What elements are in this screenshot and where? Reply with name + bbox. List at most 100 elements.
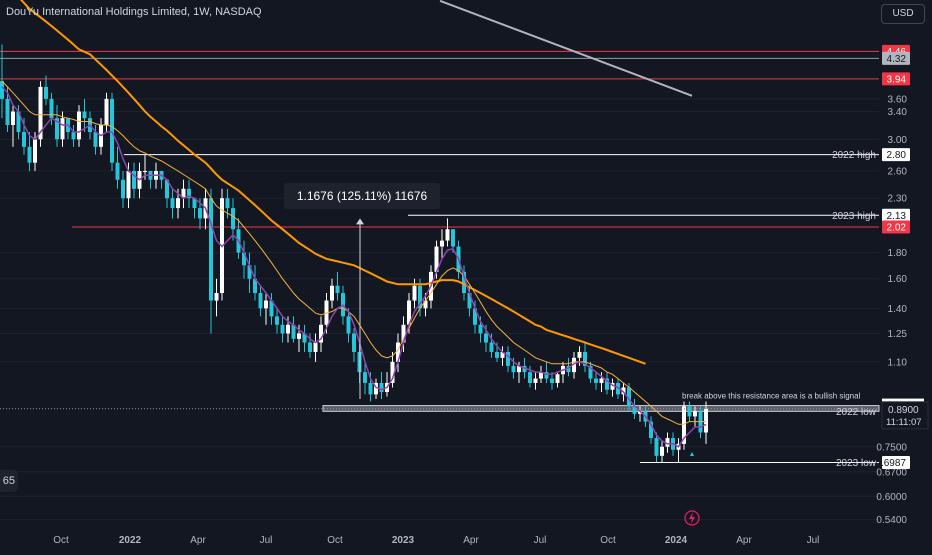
- level-label: 2022 low: [836, 407, 877, 418]
- candle-body: [489, 342, 494, 352]
- candle-body: [49, 98, 54, 119]
- y-tick-label: 2.30: [888, 194, 908, 205]
- resistance-annotation: break above this resistance area is a bu…: [682, 392, 861, 401]
- y-tick-label: 2.60: [888, 167, 908, 178]
- candle-body: [467, 293, 472, 309]
- price-tag-label: 0.6987: [875, 458, 906, 469]
- x-tick-label: 2022: [119, 535, 142, 546]
- price-tag-label: 2.80: [887, 150, 907, 161]
- candle-body: [539, 372, 543, 379]
- indicator-arrow-icon: [690, 452, 694, 456]
- candle-body: [93, 132, 98, 147]
- lightning-icon[interactable]: [684, 510, 700, 526]
- candle-body: [280, 324, 285, 334]
- candle-body: [269, 300, 274, 317]
- candle-body: [517, 365, 521, 373]
- currency-button[interactable]: USD: [881, 4, 925, 24]
- candle-body: [176, 198, 180, 209]
- candle-body: [627, 387, 631, 407]
- candle-body: [187, 188, 191, 199]
- candle-body: [77, 111, 81, 140]
- candle-body: [654, 438, 659, 456]
- x-tick-label: Jul: [534, 535, 547, 546]
- candle-body: [462, 271, 466, 294]
- candle-body: [665, 438, 670, 447]
- price-tag-left: 65: [0, 470, 18, 492]
- candle-body: [352, 333, 356, 352]
- candle-body: [660, 446, 664, 456]
- candle-body: [319, 324, 323, 343]
- candle-body: [550, 378, 554, 383]
- candle-body: [27, 146, 32, 163]
- candle-body: [495, 351, 499, 358]
- candle-body: [121, 179, 125, 199]
- candle-body: [522, 365, 527, 373]
- candle-body: [5, 98, 10, 125]
- candle-body: [55, 118, 59, 140]
- price-tag: [882, 148, 910, 162]
- candle-body: [434, 246, 439, 272]
- candle-body: [484, 333, 488, 343]
- price-axis[interactable]: 3.60 3.40 3.00 2.60 2.30 1.80 1.60 1.40 1.25 1.10…: [876, 94, 907, 526]
- candle-body: [242, 252, 246, 266]
- x-tick-label: Oct: [600, 535, 616, 546]
- candle-body: [110, 98, 114, 163]
- measure-tool[interactable]: 1.1676 (125.11%) 11676: [284, 183, 440, 400]
- price-tag-label: 3.94: [887, 74, 907, 85]
- candle-body: [275, 316, 279, 325]
- candle-body: [44, 86, 48, 99]
- candle-body: [605, 378, 609, 390]
- candle-body: [544, 372, 549, 379]
- candle-body: [33, 139, 37, 163]
- candlesticks: [0, 44, 708, 463]
- candle-body: [599, 378, 604, 383]
- last-price-label: 0.8900: [888, 405, 919, 416]
- candle-body: [577, 351, 582, 358]
- candle-body: [253, 278, 257, 294]
- candle-body: [528, 372, 532, 383]
- price-tag-label: 2.02: [887, 223, 907, 234]
- candle-body: [143, 171, 147, 173]
- candle-body: [500, 351, 505, 358]
- x-tick-label: Apr: [736, 535, 752, 546]
- candle-body: [473, 308, 477, 325]
- candle-body: [132, 171, 136, 189]
- candle-body: [407, 300, 411, 325]
- gridlines: [0, 98, 879, 521]
- candle-body: [231, 208, 235, 230]
- x-tick-label: 2023: [392, 535, 415, 546]
- candle-body: [165, 179, 169, 199]
- horizontal-levels[interactable]: 2022 high 2023 high 2022 low 2023 low: [0, 50, 879, 469]
- y-tick-label: 1.10: [888, 357, 908, 368]
- ma-slow-line: [19, 0, 646, 365]
- price-tag: [881, 401, 929, 430]
- y-tick-label: 3.60: [888, 94, 908, 105]
- candle-body: [594, 378, 598, 383]
- candle-body: [368, 382, 373, 395]
- candle-body: [583, 351, 587, 366]
- resistance-zone[interactable]: [322, 405, 880, 412]
- candle-body: [616, 382, 620, 395]
- candle-body: [555, 374, 560, 383]
- candle-body: [258, 293, 263, 309]
- candle-body: [82, 111, 87, 119]
- candle-body: [335, 285, 340, 294]
- measure-label: 1.1676 (125.11%) 11676: [297, 189, 428, 203]
- candle-body: [401, 324, 406, 343]
- y-tick-label: 1.80: [888, 248, 908, 259]
- candle-body: [478, 324, 483, 334]
- time-axis[interactable]: Oct 2022 Apr Jul Oct 2023 Apr Jul Oct 2024 Apr Jul: [53, 535, 819, 546]
- y-tick-label: 0.6700: [876, 467, 907, 478]
- trendline[interactable]: [439, 0, 693, 97]
- price-tag-label: 2.13: [887, 211, 907, 222]
- candle-body: [247, 265, 252, 279]
- x-tick-label: Jul: [807, 535, 820, 546]
- price-tag: [882, 220, 910, 234]
- candle-body: [198, 208, 202, 219]
- candle-body: [506, 351, 510, 366]
- price-tags: 4.464.323.942.802.132.020.69870.90300.89…: [875, 44, 929, 469]
- candle-body: [11, 111, 15, 125]
- ma-fast-line: [1, 86, 707, 448]
